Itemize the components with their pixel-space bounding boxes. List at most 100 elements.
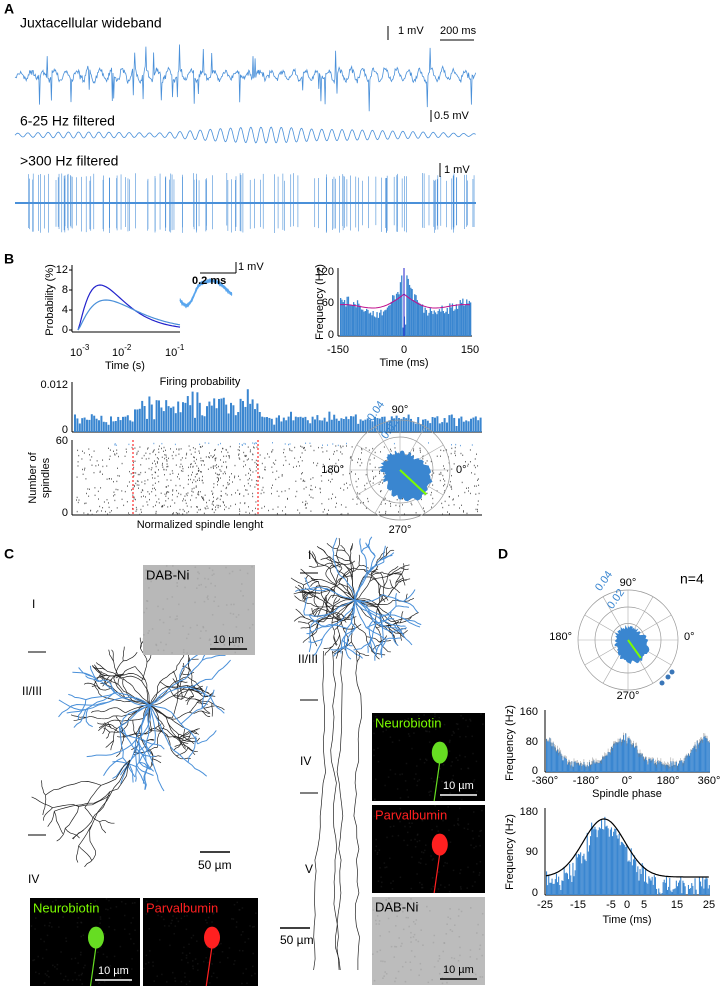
texture (168, 925, 170, 927)
tick (470, 449, 471, 450)
tick (110, 512, 111, 513)
tick (230, 505, 231, 506)
bar (467, 303, 468, 336)
texture (411, 950, 413, 952)
bar (663, 765, 664, 772)
tick (151, 469, 152, 470)
tick (264, 469, 265, 470)
texture (236, 921, 238, 923)
tick (385, 503, 386, 504)
texture (424, 850, 426, 852)
bar (673, 889, 674, 895)
texture (83, 967, 85, 969)
texture (468, 768, 470, 770)
tick (163, 451, 164, 452)
texture (459, 936, 461, 938)
texture (238, 614, 240, 616)
tick (182, 514, 183, 515)
tick (129, 481, 130, 482)
tick (370, 459, 371, 460)
tick (442, 475, 443, 476)
bar (670, 891, 671, 895)
bar (382, 315, 383, 336)
radius-label: 0.04 (593, 569, 615, 593)
tick (223, 448, 224, 449)
neurite (68, 781, 101, 785)
tick (145, 496, 146, 497)
neurite (212, 703, 213, 716)
tick (323, 511, 324, 512)
bar (621, 842, 622, 895)
tick-base: 10 (112, 347, 124, 359)
tick (199, 478, 200, 479)
texture (208, 578, 210, 580)
tick (350, 457, 351, 458)
texture (252, 603, 254, 605)
x-tick-label: 0 (401, 344, 407, 356)
texture (152, 965, 154, 967)
texture (457, 723, 459, 725)
bar (691, 750, 692, 772)
tick-exp: -3 (82, 343, 90, 352)
bar (592, 827, 593, 895)
bar (413, 300, 414, 336)
tick (141, 492, 142, 493)
axis-title: spindles (40, 457, 52, 498)
tick (88, 513, 89, 514)
texture (465, 736, 467, 738)
texture (388, 918, 390, 920)
tick (358, 458, 359, 459)
tick (117, 489, 118, 490)
tick (98, 491, 99, 492)
texture (242, 595, 244, 597)
tick (331, 498, 332, 499)
texture (409, 735, 411, 737)
tick (357, 462, 358, 463)
y-tick-label: 12 (56, 264, 68, 276)
tick (285, 513, 286, 514)
tick (296, 491, 297, 492)
bar (105, 422, 107, 432)
tick (193, 456, 194, 457)
tick (164, 505, 165, 506)
bar (127, 415, 129, 432)
image-title: Neurobiotin (33, 900, 100, 915)
neurite (204, 706, 215, 708)
tick (102, 466, 103, 467)
bar (375, 317, 376, 336)
tick (301, 473, 302, 474)
tick (366, 447, 367, 448)
tick (244, 503, 245, 504)
tick (413, 448, 414, 449)
texture (47, 970, 49, 972)
texture (380, 960, 382, 962)
texture (72, 980, 74, 982)
tick (272, 449, 273, 450)
texture (467, 867, 469, 869)
neurite (156, 772, 164, 791)
bar (240, 399, 242, 432)
bar (701, 739, 702, 772)
tick (263, 487, 264, 488)
texture (223, 624, 225, 626)
tick (153, 443, 154, 444)
texture (482, 976, 484, 978)
bar (336, 419, 338, 432)
tick (451, 453, 452, 454)
texture (132, 902, 134, 904)
bar (432, 417, 434, 432)
bar (654, 875, 655, 895)
texture (384, 971, 386, 973)
texture (390, 769, 392, 771)
tick (328, 510, 329, 511)
tick (201, 460, 202, 461)
tick (445, 501, 446, 502)
texture (461, 799, 463, 801)
bar (566, 759, 567, 772)
tick (162, 463, 163, 464)
tick (114, 453, 115, 454)
texture (459, 755, 461, 757)
neurite (316, 561, 330, 569)
bar (358, 304, 359, 336)
tick (327, 444, 328, 445)
